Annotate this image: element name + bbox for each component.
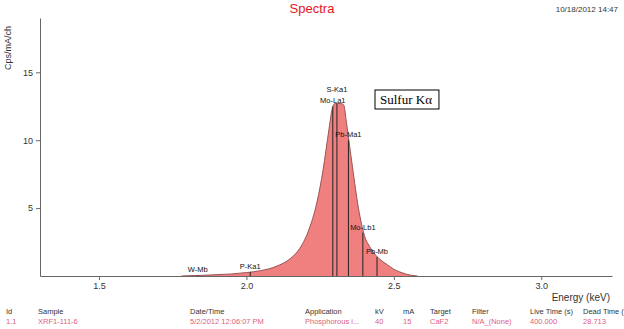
y-tick-mark	[36, 72, 40, 73]
table-header: mA	[403, 307, 414, 316]
table-cell: CaF2	[430, 317, 448, 326]
y-tick-label: 10	[23, 136, 33, 146]
peak-label: P-Ka1	[240, 262, 261, 271]
info-table: Id Sample Date/Time Application kV mA Target Fi…	[6, 307, 624, 326]
peak-line	[332, 106, 333, 276]
peak-label: Mo-Lb1	[350, 223, 375, 232]
annotation-box	[375, 90, 439, 109]
y-tick-mark	[36, 208, 40, 209]
peak-label: W-Mb	[188, 265, 208, 274]
y-tick: 10	[23, 136, 40, 146]
x-tick-label: 1.5	[93, 281, 106, 291]
annotation: Sulfur Kα	[375, 90, 439, 109]
annotation-text: Sulfur Kα	[380, 92, 432, 107]
peak-labels: W-Mb P-Ka1 Mo-La1 S-Ka1 Pb-Ma1 Mo-Lb1 Pb-Mb	[188, 85, 388, 275]
x-axis-line	[41, 276, 613, 277]
x-tick: 2.0	[241, 276, 254, 291]
x-tick-label: 3.0	[535, 281, 548, 291]
x-tick-mark	[246, 276, 247, 280]
x-tick: 2.5	[388, 276, 401, 291]
x-tick: 3.0	[535, 276, 548, 291]
peak-line	[362, 233, 363, 276]
subtitle: 10/18/2012 14:47	[556, 5, 619, 14]
y-axis-line	[40, 19, 41, 277]
table-cell: Phosphorous i...	[305, 317, 359, 326]
table-cell: XRF1-111-6	[38, 317, 78, 326]
y-tick-mark	[36, 140, 40, 141]
x-tick-label: 2.0	[241, 281, 254, 291]
table-cell: 1.1	[6, 317, 16, 326]
spectrum-area	[182, 104, 418, 276]
table-header: Live Time (s)	[530, 307, 573, 316]
chart: Spectra 10/18/2012 14:47 1.5 2.0 2.5 3.0 5 10 15…	[0, 0, 624, 329]
table-cell: N/A_(None)	[472, 317, 512, 326]
y-tick-label: 15	[23, 68, 33, 78]
y-tick-label: 5	[28, 203, 33, 213]
x-tick-mark	[541, 276, 542, 280]
peak-label: S-Ka1	[326, 85, 347, 94]
table-cell: 28.713	[583, 317, 606, 326]
table-header: Id	[6, 307, 12, 316]
table-header: kV	[375, 307, 384, 316]
table-cell: 15	[403, 317, 411, 326]
x-axis-title: Energy (keV)	[552, 292, 610, 303]
peak-line	[348, 140, 349, 276]
x-tick-label: 2.5	[388, 281, 401, 291]
table-cell: 40	[375, 317, 383, 326]
plot-area	[182, 104, 418, 276]
x-axis: 1.5 2.0 2.5 3.0	[41, 276, 613, 291]
table-header: Filter	[472, 307, 489, 316]
x-tick-mark	[99, 276, 100, 280]
x-tick-mark	[394, 276, 395, 280]
peak-line	[377, 257, 378, 276]
y-tick: 5	[28, 203, 40, 213]
peak-line	[197, 275, 198, 276]
y-axis: 5 10 15	[23, 19, 41, 277]
table-header: Application	[305, 307, 342, 316]
table-cell: 400.000	[530, 317, 557, 326]
y-tick: 15	[23, 68, 40, 78]
table-header: Target	[430, 307, 452, 316]
peak-label: Pb-Mb	[366, 247, 388, 256]
spectrum-line	[182, 104, 418, 276]
peak-label: Pb-Ma1	[335, 130, 361, 139]
table-cell: 5/2/2012 12:06:07 PM	[190, 317, 264, 326]
peak-label: Mo-La1	[320, 96, 345, 105]
y-axis-title: Cps/mA/ch	[3, 26, 13, 70]
table-header: Date/Time	[190, 307, 224, 316]
table-header: Sample	[38, 307, 63, 316]
x-tick: 1.5	[93, 276, 106, 291]
table-header: Dead Time (%)	[583, 307, 624, 316]
title: Spectra	[290, 1, 336, 16]
peak-line	[250, 272, 251, 276]
